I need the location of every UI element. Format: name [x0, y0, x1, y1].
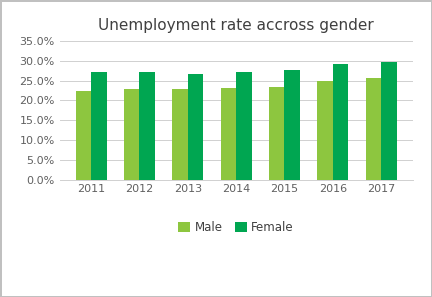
Bar [172, 89, 188, 180]
Bar [284, 70, 300, 180]
Bar [236, 72, 251, 180]
Bar [333, 64, 348, 180]
Bar [140, 72, 155, 180]
Bar [381, 62, 397, 180]
Bar [318, 81, 333, 180]
Title: Unemployment rate accross gender: Unemployment rate accross gender [98, 18, 374, 33]
Bar [365, 78, 381, 180]
Bar [188, 74, 203, 180]
Bar [91, 72, 107, 180]
Bar [124, 89, 140, 180]
Bar [221, 88, 236, 180]
Legend: Male, Female: Male, Female [174, 216, 299, 238]
Bar [269, 87, 284, 180]
Bar [76, 91, 91, 180]
